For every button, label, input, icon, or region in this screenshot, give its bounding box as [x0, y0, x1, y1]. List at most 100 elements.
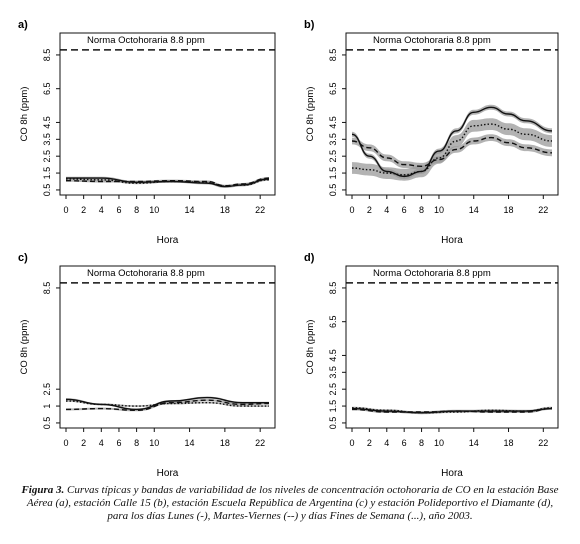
x-tick-label: 10 [434, 438, 444, 448]
x-axis-label: Hora [157, 235, 179, 246]
x-tick-label: 6 [402, 205, 407, 215]
variability-band [66, 399, 269, 412]
series-line-dotted [65, 178, 270, 187]
y-tick-label: 0.5 [42, 184, 52, 197]
x-tick-label: 6 [116, 205, 121, 215]
series-line-dashed [65, 177, 270, 187]
x-tick-label: 4 [99, 205, 104, 215]
series-line-dotted [351, 123, 553, 176]
panel-b: b) Norma Octohoraria 8.8 ppm 0.5 1.5 2.5 3.5 4… [304, 19, 559, 246]
y-tick-label: 3.5 [328, 133, 338, 146]
x-tick-label: 2 [81, 438, 86, 448]
x-tick-label: 18 [220, 205, 230, 215]
series-line-solid [351, 106, 553, 178]
x-axis-label: Hora [441, 468, 463, 479]
x-tick-label: 10 [149, 205, 159, 215]
y-tick-label: 4.5 [42, 116, 52, 129]
x-tick-label: 4 [384, 438, 389, 448]
x-tick-label: 14 [185, 205, 195, 215]
y-tick-label: 6.5 [42, 82, 52, 95]
panel-d: d) Norma Octohoraria 8.8 ppm 0.5 1.5 2.5 3.5 4… [304, 252, 559, 479]
y-tick-label: 3.5 [328, 366, 338, 379]
x-axis-label: Hora [157, 468, 179, 479]
x-tick-label: 0 [63, 438, 68, 448]
x-tick-label: 10 [149, 438, 159, 448]
x-tick-label: 14 [469, 205, 479, 215]
x-tick-label: 0 [349, 438, 354, 448]
y-axis-label: CO 8h (ppm) [305, 87, 316, 142]
x-tick-label: 6 [116, 438, 121, 448]
x-tick-label: 8 [419, 205, 424, 215]
x-tick-label: 2 [367, 438, 372, 448]
x-tick-label: 10 [434, 205, 444, 215]
x-tick-label: 22 [255, 205, 265, 215]
caption-label: Figura 3. [21, 484, 65, 496]
series-line-dashed [351, 407, 553, 413]
threshold-annotation: Norma Octohoraria 8.8 ppm [373, 268, 491, 279]
x-tick-label: 22 [538, 205, 548, 215]
plot-frame [59, 32, 276, 196]
figure: a) Norma Octohoraria 8.8 ppm 0.5 1.5 2.5 3.5 4… [18, 19, 559, 479]
panel-label: c) [18, 252, 28, 264]
y-tick-label: 8.5 [328, 282, 338, 295]
y-tick-label: 8.5 [42, 49, 52, 62]
plot-frame [345, 265, 559, 429]
y-tick-label: 4.5 [328, 116, 338, 129]
x-tick-label: 4 [99, 438, 104, 448]
figure-caption: Figura 3. Curvas típicas y bandas de var… [20, 484, 560, 523]
x-tick-label: 8 [134, 438, 139, 448]
y-tick-label: 1.5 [42, 167, 52, 180]
y-tick-label: 8.5 [42, 282, 52, 295]
y-tick-label: 6.5 [328, 82, 338, 95]
y-tick-label: 0.5 [328, 184, 338, 197]
variability-band [352, 118, 552, 181]
series-line-dashed [351, 136, 553, 168]
y-tick-label: 1.5 [328, 167, 338, 180]
x-tick-label: 22 [255, 438, 265, 448]
figure-panels: a) Norma Octohoraria 8.8 ppm 0.5 1.5 2.5 3.5 4… [18, 19, 559, 479]
series-line-dashed [65, 399, 270, 412]
x-tick-label: 2 [367, 205, 372, 215]
panel-label: d) [304, 252, 315, 264]
y-tick-label: 2.5 [42, 150, 52, 163]
x-tick-label: 22 [538, 438, 548, 448]
threshold-annotation: Norma Octohoraria 8.8 ppm [87, 268, 205, 279]
x-tick-label: 2 [81, 205, 86, 215]
x-tick-label: 18 [504, 438, 514, 448]
x-tick-label: 14 [185, 438, 195, 448]
y-tick-label: 3.5 [42, 133, 52, 146]
caption-text: Curvas típicas y bandas de variabilidad … [26, 484, 559, 522]
x-tick-label: 14 [469, 438, 479, 448]
panel-c: c) Norma Octohoraria 8.8 ppm 0.5 1 2.5 8.5 0 2 4… [18, 252, 276, 479]
panel-label: b) [304, 19, 315, 31]
series-line-dotted [65, 400, 269, 407]
y-axis-label: CO 8h (ppm) [19, 87, 30, 142]
y-tick-label: 0.5 [328, 417, 338, 430]
panel-label: a) [18, 19, 28, 31]
y-tick-label: 8.5 [328, 49, 338, 62]
y-axis-label: CO 8h (ppm) [19, 320, 30, 375]
x-tick-label: 4 [384, 205, 389, 215]
panel-a: a) Norma Octohoraria 8.8 ppm 0.5 1.5 2.5 3.5 4… [18, 19, 276, 246]
plot-frame [59, 265, 276, 429]
y-tick-label: 2.5 [42, 383, 52, 396]
plot-frame [345, 32, 559, 196]
y-tick-label: 1 [42, 404, 52, 409]
y-axis-label: CO 8h (ppm) [305, 320, 316, 375]
y-tick-label: 2.5 [328, 150, 338, 163]
x-axis-label: Hora [441, 235, 463, 246]
x-tick-label: 8 [134, 205, 139, 215]
x-tick-label: 18 [220, 438, 230, 448]
x-tick-label: 8 [419, 438, 424, 448]
y-tick-label: 6.5 [328, 315, 338, 328]
variability-band [352, 134, 552, 170]
x-tick-label: 0 [349, 205, 354, 215]
threshold-annotation: Norma Octohoraria 8.8 ppm [87, 35, 205, 46]
y-tick-label: 4.5 [328, 349, 338, 362]
x-tick-label: 6 [402, 438, 407, 448]
threshold-annotation: Norma Octohoraria 8.8 ppm [373, 35, 491, 46]
y-tick-label: 2.5 [328, 383, 338, 396]
x-tick-label: 18 [504, 205, 514, 215]
y-tick-label: 1.5 [328, 400, 338, 413]
y-tick-label: 0.5 [42, 417, 52, 430]
